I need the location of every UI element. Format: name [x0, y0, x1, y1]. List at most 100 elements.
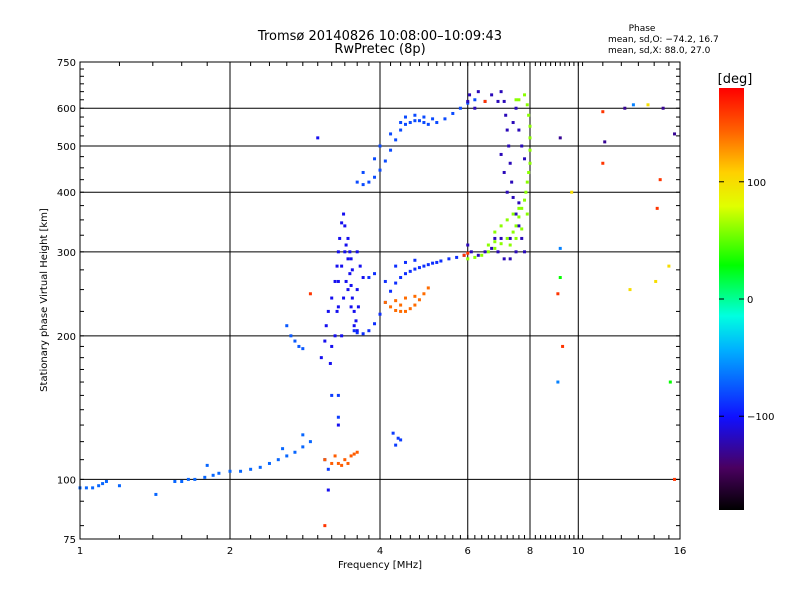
data-point [517, 128, 521, 132]
data-point [413, 113, 417, 117]
data-point [517, 206, 521, 210]
data-points [78, 90, 677, 528]
data-point [502, 170, 506, 174]
data-point [330, 461, 334, 465]
data-point [499, 224, 503, 228]
data-point [476, 253, 480, 257]
data-point [348, 250, 352, 254]
data-point [378, 312, 382, 316]
data-point [343, 224, 347, 228]
data-point [340, 264, 344, 268]
data-point [326, 488, 330, 492]
data-point [514, 236, 518, 240]
data-point [466, 99, 470, 103]
data-point [348, 272, 352, 276]
data-point [338, 236, 342, 240]
data-point [285, 324, 289, 328]
data-point [417, 119, 421, 123]
data-point [352, 324, 356, 328]
y-tick-label: 100 [57, 475, 76, 486]
data-point [473, 255, 477, 259]
data-point [673, 132, 677, 136]
data-point [316, 136, 320, 140]
data-point [343, 458, 347, 462]
data-point [508, 236, 512, 240]
data-point [486, 243, 490, 247]
data-point [333, 454, 337, 458]
data-point [346, 461, 350, 465]
data-point [117, 484, 121, 488]
data-point [330, 344, 334, 348]
data-point [480, 253, 484, 257]
data-point [523, 93, 527, 97]
data-point [340, 463, 344, 467]
y-tick-label: 75 [63, 535, 76, 546]
data-point [355, 450, 359, 454]
data-point [394, 264, 398, 268]
data-point [373, 272, 377, 276]
data-point [293, 450, 297, 454]
x-tick-label: 4 [377, 546, 383, 557]
data-point [499, 90, 503, 94]
data-point [335, 264, 339, 268]
data-point [367, 276, 371, 280]
x-axis-label: Frequency [MHz] [338, 560, 422, 571]
data-point [394, 443, 398, 447]
data-point [330, 296, 334, 300]
data-point [349, 283, 353, 287]
data-point [378, 168, 382, 172]
data-point [508, 257, 512, 261]
data-point [668, 380, 672, 384]
data-point [258, 465, 262, 469]
data-point [389, 305, 393, 309]
data-point [394, 299, 398, 303]
data-point [496, 250, 500, 254]
data-point [336, 415, 340, 419]
data-point [91, 486, 95, 490]
data-point [249, 467, 253, 471]
data-point [654, 279, 658, 283]
colorbar-ticks: 100 0 −100 [719, 178, 774, 423]
data-point [361, 183, 365, 187]
data-point [520, 144, 524, 148]
data-point [408, 269, 412, 273]
data-point [505, 190, 509, 194]
data-point [473, 106, 477, 110]
data-point [336, 279, 340, 283]
data-point [504, 113, 508, 117]
data-point [667, 264, 671, 268]
chart-title: Tromsø 20140826 10:08:00–10:09:43 [257, 29, 502, 44]
data-point [570, 190, 574, 194]
data-point [403, 260, 407, 264]
data-point [413, 258, 417, 262]
data-point [490, 93, 494, 97]
x-tick-label: 8 [527, 546, 533, 557]
data-point [373, 175, 377, 179]
data-point [373, 157, 377, 161]
data-point [301, 445, 305, 449]
data-point [308, 440, 312, 444]
data-point [508, 161, 512, 165]
data-point [525, 103, 529, 107]
data-point [451, 111, 455, 115]
data-point [517, 201, 521, 205]
data-point [514, 106, 518, 110]
data-point [326, 467, 330, 471]
data-point [373, 322, 377, 326]
data-point [346, 288, 350, 292]
data-point [403, 272, 407, 276]
data-point [104, 479, 108, 483]
data-point [468, 93, 472, 97]
data-point [281, 447, 285, 451]
data-point [336, 461, 340, 465]
data-point [308, 292, 312, 296]
data-point [466, 243, 470, 247]
data-point [349, 257, 353, 261]
data-point [603, 140, 607, 144]
data-point [352, 452, 356, 456]
data-point [473, 98, 477, 102]
data-point [431, 261, 435, 265]
data-point [399, 303, 403, 307]
data-point [383, 300, 387, 304]
data-point [417, 266, 421, 270]
